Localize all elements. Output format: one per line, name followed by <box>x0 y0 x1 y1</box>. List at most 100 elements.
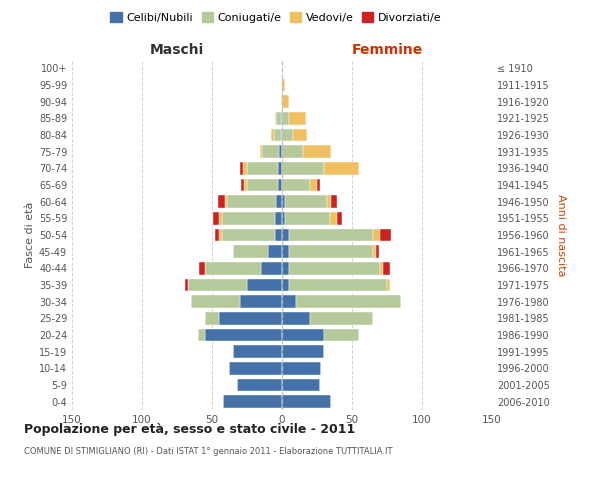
Bar <box>277 112 281 124</box>
Bar <box>281 96 282 108</box>
Bar <box>240 162 243 174</box>
Bar <box>278 179 282 192</box>
Bar <box>247 179 278 192</box>
Bar <box>324 329 359 341</box>
Bar <box>282 112 289 124</box>
Bar <box>376 246 379 258</box>
Text: Maschi: Maschi <box>150 42 204 56</box>
Bar <box>243 162 247 174</box>
Bar <box>271 129 274 141</box>
Bar <box>229 362 282 374</box>
Bar <box>281 112 282 124</box>
Bar <box>337 212 342 224</box>
Bar <box>268 246 282 258</box>
Bar <box>282 79 285 92</box>
Bar <box>233 346 282 358</box>
Bar <box>205 312 219 324</box>
Bar <box>317 179 320 192</box>
Bar <box>310 312 373 324</box>
Bar <box>282 262 289 274</box>
Bar <box>275 112 277 124</box>
Bar <box>240 296 282 308</box>
Bar <box>282 396 331 408</box>
Bar <box>289 279 387 291</box>
Bar <box>191 296 240 308</box>
Bar <box>282 229 289 241</box>
Bar <box>303 146 331 158</box>
Bar <box>275 229 282 241</box>
Bar <box>219 229 222 241</box>
Bar <box>222 212 275 224</box>
Bar <box>199 262 205 274</box>
Bar <box>380 262 383 274</box>
Bar <box>380 229 391 241</box>
Bar <box>279 146 282 158</box>
Bar <box>282 346 324 358</box>
Bar <box>289 229 373 241</box>
Legend: Celibi/Nubili, Coniugati/e, Vedovi/e, Divorziati/e: Celibi/Nubili, Coniugati/e, Vedovi/e, Di… <box>106 8 446 28</box>
Bar <box>281 129 282 141</box>
Bar <box>219 212 222 224</box>
Text: COMUNE DI STIMIGLIANO (RI) - Dati ISTAT 1° gennaio 2011 - Elaborazione TUTTITALI: COMUNE DI STIMIGLIANO (RI) - Dati ISTAT … <box>24 448 392 456</box>
Bar <box>275 212 282 224</box>
Bar <box>285 196 327 208</box>
Bar <box>282 379 320 391</box>
Bar <box>289 246 373 258</box>
Bar <box>282 279 289 291</box>
Bar <box>205 262 261 274</box>
Bar <box>296 296 401 308</box>
Bar <box>185 279 188 291</box>
Bar <box>285 212 329 224</box>
Y-axis label: Fasce di età: Fasce di età <box>25 202 35 268</box>
Bar <box>373 246 376 258</box>
Bar <box>289 112 306 124</box>
Bar <box>218 196 224 208</box>
Bar <box>215 229 219 241</box>
Bar <box>310 179 317 192</box>
Bar <box>329 212 337 224</box>
Bar <box>282 296 296 308</box>
Bar <box>282 162 324 174</box>
Bar <box>282 246 289 258</box>
Bar <box>282 362 321 374</box>
Bar <box>282 96 289 108</box>
Bar <box>289 262 380 274</box>
Bar <box>244 179 247 192</box>
Bar <box>247 279 282 291</box>
Bar <box>282 179 310 192</box>
Bar <box>282 196 285 208</box>
Bar <box>222 229 275 241</box>
Bar <box>282 212 285 224</box>
Bar <box>277 196 282 208</box>
Bar <box>324 162 359 174</box>
Bar <box>282 129 293 141</box>
Bar <box>227 196 277 208</box>
Text: Femmine: Femmine <box>352 42 422 56</box>
Bar <box>214 212 219 224</box>
Bar <box>282 312 310 324</box>
Bar <box>387 279 390 291</box>
Bar <box>274 129 281 141</box>
Bar <box>327 196 331 208</box>
Bar <box>278 162 282 174</box>
Bar <box>331 196 337 208</box>
Bar <box>260 146 262 158</box>
Bar <box>198 329 205 341</box>
Bar <box>241 179 244 192</box>
Bar <box>282 329 324 341</box>
Bar <box>383 262 390 274</box>
Bar <box>373 229 380 241</box>
Text: Popolazione per età, sesso e stato civile - 2011: Popolazione per età, sesso e stato civil… <box>24 422 355 436</box>
Bar <box>261 262 282 274</box>
Bar <box>262 146 279 158</box>
Bar <box>233 246 268 258</box>
Bar <box>247 162 278 174</box>
Bar <box>237 379 282 391</box>
Bar <box>205 329 282 341</box>
Bar <box>293 129 307 141</box>
Bar <box>223 396 282 408</box>
Bar <box>224 196 227 208</box>
Bar <box>219 312 282 324</box>
Y-axis label: Anni di nascita: Anni di nascita <box>556 194 566 276</box>
Bar <box>188 279 247 291</box>
